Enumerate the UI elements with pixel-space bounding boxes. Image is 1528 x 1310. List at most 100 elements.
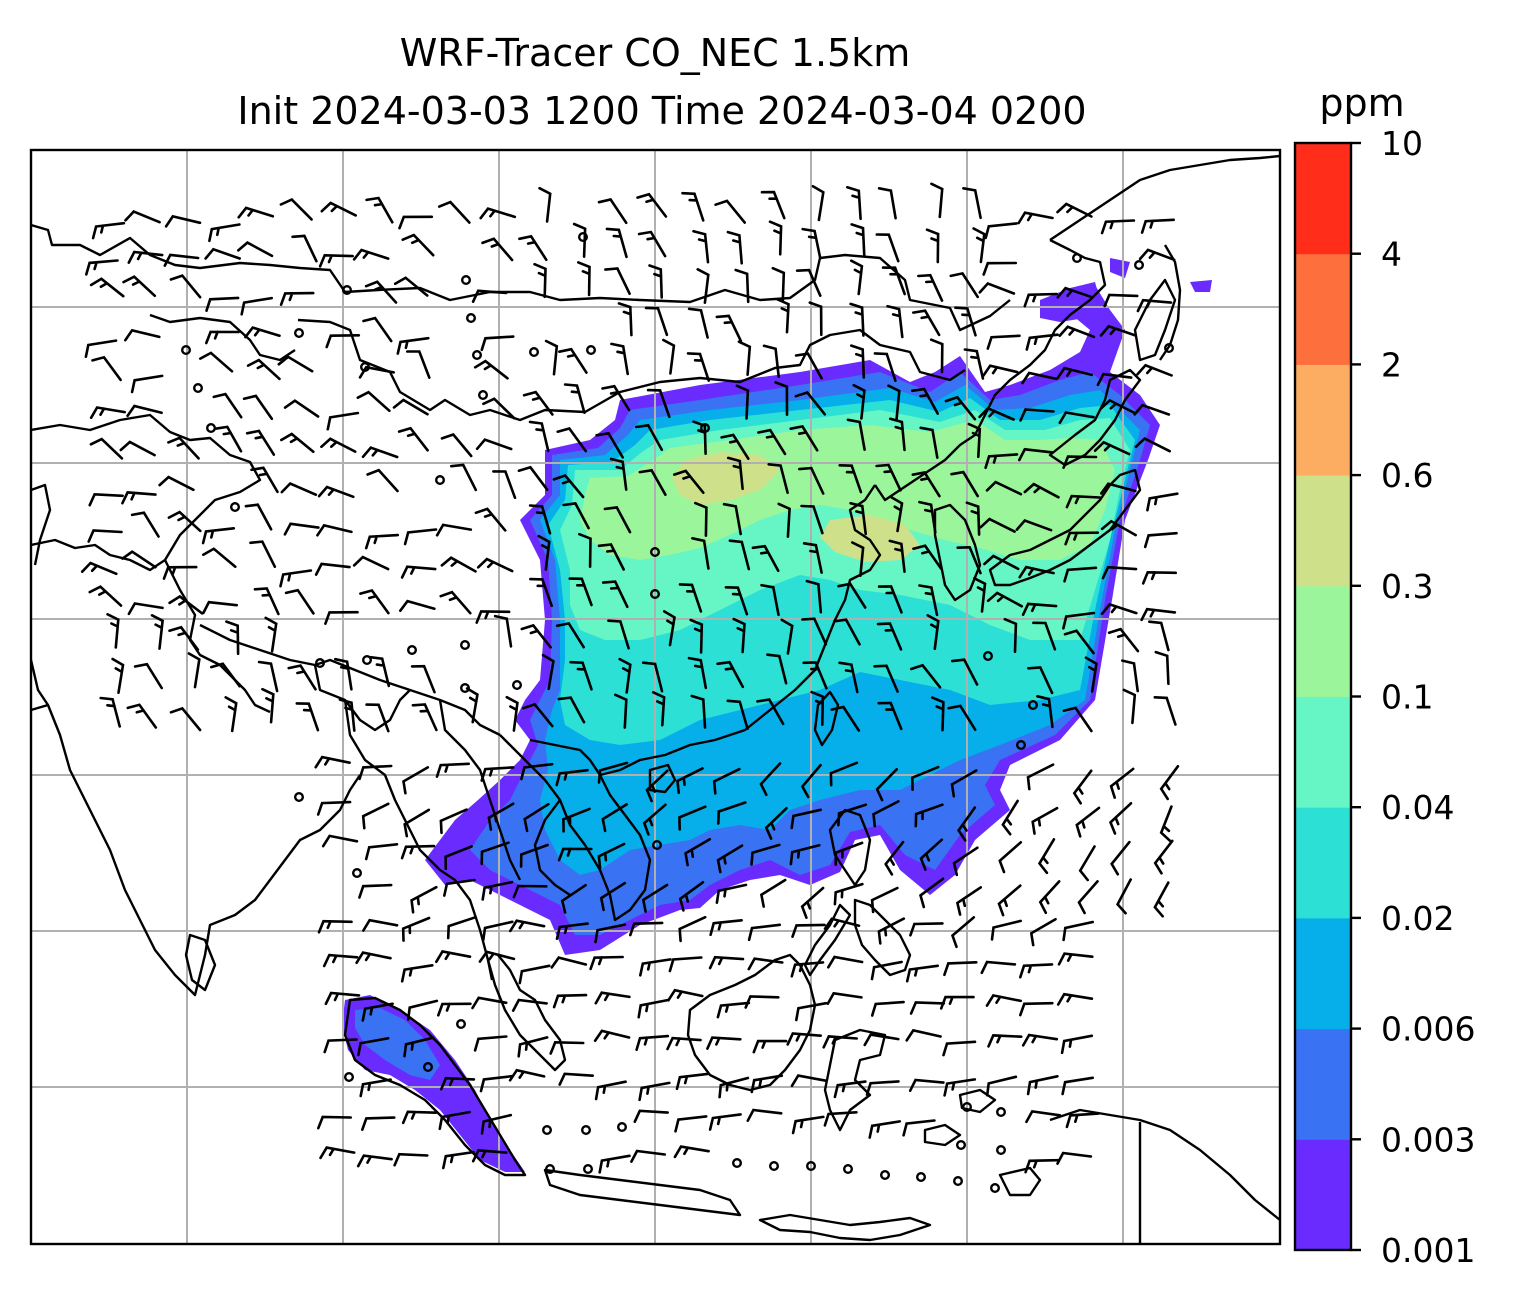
wind-barb bbox=[629, 921, 664, 937]
wind-barb bbox=[237, 206, 275, 219]
wind-barb bbox=[291, 234, 318, 263]
wind-barb bbox=[822, 1035, 858, 1049]
wind-barb bbox=[919, 838, 944, 871]
wind-barb bbox=[1024, 1158, 1059, 1174]
wind-barb bbox=[1056, 202, 1093, 218]
wind-barb bbox=[732, 617, 746, 654]
wind-barb bbox=[597, 842, 626, 870]
wind-barb bbox=[972, 227, 986, 264]
wind-barb bbox=[982, 364, 1019, 377]
wind-barb bbox=[317, 919, 353, 934]
wind-barb bbox=[89, 437, 124, 460]
wind-barb bbox=[599, 881, 627, 912]
wind-barb bbox=[873, 664, 899, 693]
wind-barb bbox=[556, 427, 588, 453]
calm-wind-circle bbox=[650, 547, 661, 558]
wind-barb bbox=[244, 326, 281, 339]
wind-barb bbox=[519, 843, 549, 868]
wind-barb bbox=[520, 762, 554, 781]
map-panel bbox=[31, 150, 1280, 1244]
wind-barb bbox=[127, 250, 164, 264]
wind-barb bbox=[250, 466, 279, 494]
wind-barb bbox=[1099, 398, 1136, 415]
wind-barb bbox=[435, 762, 470, 778]
wind-barb bbox=[594, 991, 631, 1005]
tracer-level-0.003-sumatra bbox=[355, 1008, 440, 1080]
wind-barb bbox=[776, 298, 790, 334]
wind-barb bbox=[199, 351, 234, 373]
wind-barb bbox=[450, 463, 478, 492]
wind-barb bbox=[868, 1120, 902, 1139]
wind-barb bbox=[1103, 293, 1139, 308]
calm-wind-circle bbox=[769, 1160, 780, 1171]
wind-barb bbox=[967, 422, 982, 459]
wind-barb bbox=[529, 577, 553, 608]
wind-barb bbox=[261, 687, 275, 724]
wind-barb bbox=[357, 1037, 390, 1057]
wind-barb bbox=[518, 964, 551, 985]
wind-barb bbox=[605, 227, 628, 259]
wind-barb bbox=[718, 1076, 750, 1099]
wind-barb bbox=[1078, 845, 1096, 882]
wind-barb bbox=[849, 259, 864, 296]
wind-barb bbox=[1100, 519, 1137, 537]
wind-barb bbox=[690, 694, 707, 729]
wind-barb bbox=[204, 247, 241, 260]
wind-barb bbox=[990, 919, 1022, 941]
wind-barb bbox=[678, 915, 707, 943]
wind-barb bbox=[786, 1032, 822, 1046]
wind-barb bbox=[1159, 805, 1173, 843]
wind-barb bbox=[823, 917, 861, 930]
wind-barb bbox=[435, 950, 472, 964]
wind-barb bbox=[1153, 696, 1177, 726]
wind-barb bbox=[1101, 565, 1138, 580]
calm-wind-circle bbox=[1027, 700, 1038, 711]
wind-barb bbox=[365, 703, 390, 733]
wind-barb bbox=[88, 492, 124, 507]
wind-barb bbox=[949, 271, 979, 299]
wind-barb bbox=[1108, 802, 1133, 835]
wind-barb bbox=[314, 755, 351, 769]
wind-barb bbox=[1093, 440, 1131, 456]
wind-barb bbox=[760, 583, 780, 617]
wind-barb bbox=[187, 652, 201, 689]
wind-barb bbox=[633, 1109, 669, 1123]
wind-barb bbox=[635, 1034, 670, 1051]
wind-barb bbox=[279, 291, 315, 306]
wind-barb bbox=[614, 693, 628, 729]
wind-barb bbox=[985, 1075, 1018, 1097]
wind-barb bbox=[528, 504, 552, 535]
wind-barb bbox=[150, 614, 164, 650]
wind-barb bbox=[694, 501, 708, 537]
wind-barb bbox=[1019, 1001, 1054, 1017]
wind-barb bbox=[875, 463, 902, 492]
wind-barb bbox=[320, 201, 357, 217]
wind-barb bbox=[604, 267, 631, 295]
wind-barb bbox=[319, 1146, 356, 1160]
wind-barb bbox=[638, 1081, 671, 1102]
calm-wind-circle bbox=[407, 645, 418, 656]
wind-barb bbox=[1141, 570, 1177, 585]
wind-barb bbox=[794, 352, 823, 380]
wind-barb bbox=[884, 840, 905, 876]
wind-barb bbox=[318, 253, 354, 268]
wind-barb bbox=[706, 1036, 742, 1050]
wind-barb bbox=[911, 470, 941, 498]
calm-wind-circle bbox=[578, 231, 589, 242]
wind-barb bbox=[242, 394, 274, 421]
calm-wind-circle bbox=[466, 313, 477, 324]
wind-barb bbox=[829, 761, 859, 787]
wind-barb bbox=[957, 806, 977, 842]
wind-barb bbox=[121, 491, 157, 505]
wind-barb bbox=[398, 215, 434, 230]
wind-barb bbox=[280, 432, 315, 454]
wind-barb bbox=[830, 705, 861, 732]
wind-barb bbox=[317, 485, 355, 499]
wind-barb bbox=[517, 1036, 549, 1058]
wind-barb bbox=[919, 877, 945, 909]
wind-barb bbox=[978, 281, 1016, 295]
wind-barb bbox=[479, 207, 517, 220]
wind-barb bbox=[1061, 1076, 1094, 1096]
wind-barb bbox=[1062, 611, 1096, 630]
calm-wind-circle bbox=[344, 1071, 355, 1082]
